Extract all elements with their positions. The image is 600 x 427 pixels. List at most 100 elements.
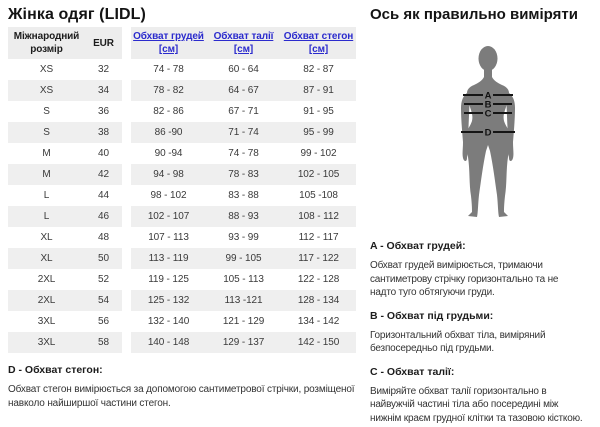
cell-eur: 58: [85, 332, 122, 353]
cell-eur: 32: [98, 64, 109, 75]
cell-intl-size: 3XL: [37, 316, 56, 327]
column-gap: [122, 290, 131, 311]
cell-waist: 99 - 105: [206, 248, 281, 269]
chest-link[interactable]: Обхват грудей [см]: [133, 31, 204, 55]
figure-label-a: A: [485, 91, 492, 102]
header-chest: Обхват грудей [см]: [131, 27, 206, 59]
figure-head: [478, 46, 498, 71]
cell-intl-size: XS: [39, 64, 54, 75]
cell-eur: 40: [98, 148, 109, 159]
cell-intl-size: L: [8, 206, 85, 227]
figure-left-arm: [461, 93, 470, 161]
header-waist: Обхват талії [см]: [206, 27, 281, 59]
table-row: L 46 102 - 107 88 - 93 108 - 112: [8, 206, 356, 227]
body-silhouette-icon: A B C D: [461, 46, 515, 217]
cell-hips: 82 - 87: [303, 64, 334, 75]
cell-hips: 122 - 128: [297, 274, 340, 285]
section-waist: C - Обхват талії: Виміряйте обхват талії…: [370, 366, 586, 426]
cell-intl-size: XL: [40, 232, 53, 243]
cell-chest: 98 - 102: [150, 190, 187, 201]
cell-hips: 87 - 91: [281, 80, 356, 101]
cell-chest: 107 - 113: [148, 232, 189, 243]
column-gap: [122, 227, 131, 248]
cell-eur: 42: [85, 164, 122, 185]
cell-hips: 95 - 99: [281, 122, 356, 143]
cell-intl-size: M: [8, 164, 85, 185]
section-chest-heading: A - Обхват грудей:: [370, 240, 466, 252]
cell-chest: 140 - 148: [131, 332, 206, 353]
column-gap: [122, 122, 131, 143]
cell-chest: 78 - 82: [131, 80, 206, 101]
size-table-header: Міжнародний розмір EUR Обхват грудей [см…: [8, 27, 356, 59]
size-table: Міжнародний розмір EUR Обхват грудей [см…: [8, 27, 356, 353]
cell-intl-size: XS: [8, 80, 85, 101]
cell-intl-size: 3XL: [8, 332, 85, 353]
column-gap: [122, 248, 131, 269]
cell-eur: 44: [98, 190, 109, 201]
cell-intl-size: XL: [8, 248, 85, 269]
cell-intl-size: 2XL: [8, 290, 85, 311]
hips-note-heading: D - Обхват стегон:: [8, 364, 103, 376]
cell-intl-size: 2XL: [37, 274, 56, 285]
table-row: M 40 90 -94 74 - 78 99 - 102: [8, 143, 356, 164]
table-row: XL 48 107 - 113 93 - 99 112 - 117: [8, 227, 356, 248]
cell-waist: 83 - 88: [228, 190, 259, 201]
cell-hips: 102 - 105: [281, 164, 356, 185]
cell-hips: 128 - 134: [281, 290, 356, 311]
hips-link[interactable]: Обхват стегон [см]: [283, 31, 354, 55]
cell-eur: 48: [98, 232, 109, 243]
table-row: 2XL 52 119 - 125 105 - 113 122 - 128: [8, 269, 356, 290]
figure-torso-legs: [465, 68, 511, 217]
cell-waist: 71 - 74: [206, 122, 281, 143]
cell-chest: 132 - 140: [147, 316, 190, 327]
figure-label-b: B: [485, 100, 492, 111]
column-gap: [122, 27, 131, 59]
cell-waist: 64 - 67: [206, 80, 281, 101]
cell-intl-size: S: [43, 106, 50, 117]
section-waist-text: Виміряйте обхват талії горизонтально в н…: [370, 385, 583, 424]
cell-waist: 105 - 113: [223, 274, 264, 285]
column-gap: [122, 206, 131, 227]
cell-chest: 74 - 78: [153, 64, 184, 75]
table-row: L 44 98 - 102 83 - 88 105 -108: [8, 185, 356, 206]
figure-right-arm: [506, 93, 515, 161]
waist-link[interactable]: Обхват талії [см]: [213, 31, 274, 55]
cell-eur: 50: [85, 248, 122, 269]
cell-hips: 108 - 112: [281, 206, 356, 227]
column-gap: [122, 164, 131, 185]
column-gap: [122, 311, 131, 332]
table-row: 2XL 54 125 - 132 113 -121 128 - 134: [8, 290, 356, 311]
column-gap: [122, 143, 131, 164]
column-gap: [122, 332, 131, 353]
cell-intl-size: M: [42, 148, 51, 159]
header-eur: EUR: [85, 27, 122, 59]
table-row: S 38 86 -90 71 - 74 95 - 99: [8, 122, 356, 143]
section-underbust-text: Горизонтальний обхват тіла, виміряний бе…: [370, 329, 546, 355]
cell-waist: 88 - 93: [206, 206, 281, 227]
column-gap: [122, 101, 131, 122]
section-chest: A - Обхват грудей: Обхват грудей вимірює…: [370, 240, 586, 300]
column-gap: [122, 269, 131, 290]
section-underbust-heading: B - Обхват під грудьми:: [370, 309, 494, 322]
cell-waist: 67 - 71: [228, 106, 259, 117]
column-gap: [122, 80, 131, 101]
header-hips: Обхват стегон [см]: [281, 27, 356, 59]
section-underbust: B - Обхват під грудьми: Горизонтальний о…: [370, 310, 586, 356]
cell-chest: 86 -90: [131, 122, 206, 143]
section-waist-heading: C - Обхват талії:: [370, 365, 455, 378]
measure-guide-panel: Ось як правильно виміряти: [370, 6, 586, 425]
cell-eur: 54: [85, 290, 122, 311]
cell-eur: 38: [85, 122, 122, 143]
table-row: XL 50 113 - 119 99 - 105 117 - 122: [8, 248, 356, 269]
cell-eur: 34: [85, 80, 122, 101]
figure-label-c: C: [485, 109, 492, 120]
cell-waist: 78 - 83: [206, 164, 281, 185]
header-row: Міжнародний розмір EUR Обхват грудей [см…: [8, 27, 356, 59]
cell-eur: 36: [98, 106, 109, 117]
cell-chest: 82 - 86: [153, 106, 184, 117]
section-chest-text: Обхват грудей вимірюється, тримаючи сант…: [370, 260, 559, 298]
column-gap: [122, 59, 131, 80]
cell-intl-size: L: [43, 190, 50, 201]
female-body-figure: A B C D: [453, 46, 523, 218]
cell-chest: 119 - 125: [148, 274, 189, 285]
